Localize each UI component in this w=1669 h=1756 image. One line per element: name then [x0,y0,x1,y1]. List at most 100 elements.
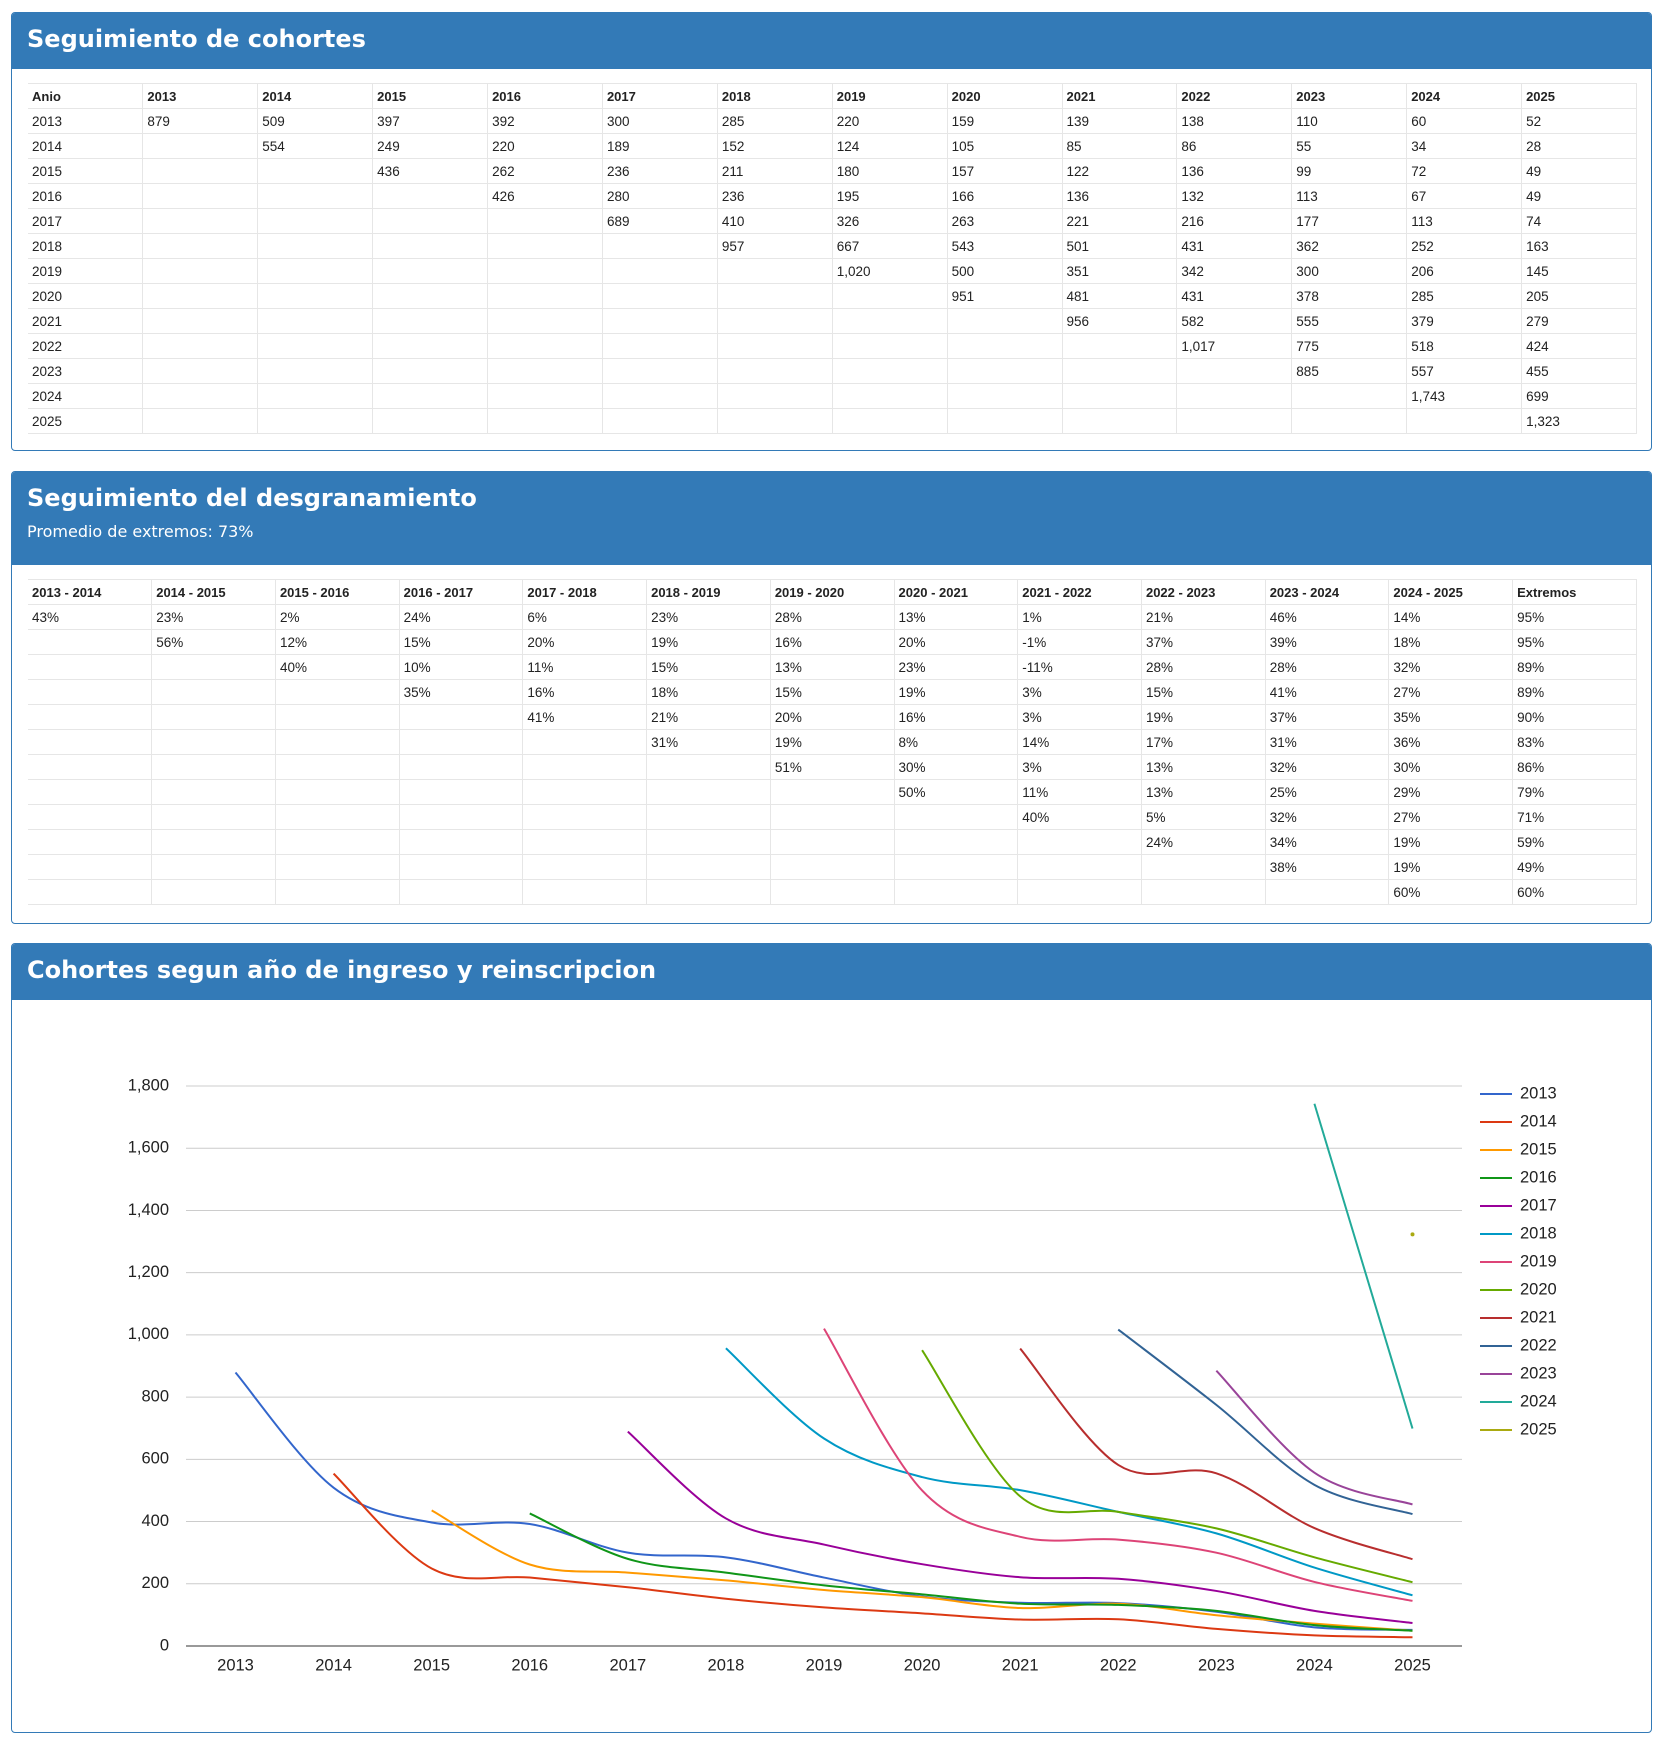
table-cell: 20% [894,629,1019,655]
table-cell: 86% [1512,754,1637,780]
table-cell [894,854,1019,880]
table-cell: 89% [1512,654,1637,680]
column-header: 2020 [947,83,1063,109]
table-cell [1141,879,1266,905]
y-tick-label: 200 [141,1574,169,1592]
table-cell: 39% [1265,629,1390,655]
table-cell [717,408,833,434]
table-cell [522,829,648,855]
table-cell: 124 [832,133,948,159]
legend-label: 2016 [1520,1168,1557,1186]
table-row: 60% 60% [28,879,1637,905]
table-cell [487,283,603,309]
x-tick-label: 2018 [708,1656,745,1674]
table-cell: 18% [646,679,771,705]
table-row: 2014 554 249 220 189 152 124 105 85 86 55 34 28 [28,133,1637,159]
y-tick-label: 0 [160,1636,169,1654]
table-cell: 436 [372,158,489,184]
table-cell [399,854,524,880]
table-cell: 689 [602,208,718,234]
table-cell: 3% [1017,679,1142,705]
table-row: 51% 30% 3% 13% 32% 30% 86% [28,754,1637,780]
table-cell [894,879,1019,905]
table-cell [947,308,1063,334]
table-row: 43% 23% 2% 24% 6% 23% 28% 13% 1% 21% 46% 14% 95% [28,604,1637,630]
table-cell [142,333,259,359]
table-cell: 775 [1291,333,1408,359]
table-cell: 35% [1388,704,1514,730]
table-cell [275,804,400,830]
column-header: 2014 - 2015 [151,579,276,605]
column-header: 2016 - 2017 [399,579,524,605]
column-header: 2018 - 2019 [646,579,771,605]
table-cell: 50% [894,779,1019,805]
table-cell: 13% [894,604,1019,630]
table-cell: 51% [770,754,895,780]
table-cell [947,383,1063,409]
table-cell [717,333,833,359]
panel-title: Seguimiento del desgranamiento [27,484,477,512]
table-cell [275,879,400,905]
table-cell: 23% [151,604,276,630]
table-cell: 72 [1406,158,1523,184]
table-cell [275,829,400,855]
table-cell [717,258,833,284]
table-cell [151,754,276,780]
table-cell [1291,383,1408,409]
table-cell [372,308,489,334]
column-header: Extremos [1512,579,1637,605]
table-cell: 431 [1176,283,1293,309]
table-cell [28,704,153,730]
table-cell: 29% [1388,779,1514,805]
table-cell: 16% [522,679,648,705]
x-tick-label: 2021 [1002,1656,1039,1674]
table-cell: 481 [1062,283,1178,309]
table-cell: 15% [399,629,524,655]
table-cell [372,408,489,434]
table-cell: 410 [717,208,833,234]
table-cell: 221 [1062,208,1178,234]
table-cell: 2014 [28,133,144,159]
table-cell: 86 [1176,133,1293,159]
table-cell: 285 [1406,283,1523,309]
table-cell: 152 [717,133,833,159]
table-cell [151,729,276,755]
table-cell [257,208,374,234]
column-header: Anio [28,83,144,109]
panel-title: Seguimiento de cohortes [27,25,366,53]
table-cell: 326 [832,208,948,234]
table-cell: 2% [275,604,400,630]
table-cell: 951 [947,283,1063,309]
table-cell: 1,743 [1406,383,1523,409]
table-cell: 262 [487,158,603,184]
table-cell: 37% [1265,704,1390,730]
table-cell [522,779,648,805]
column-header: 2019 - 2020 [770,579,895,605]
table-cell: 49 [1521,158,1637,184]
table-cell [28,854,153,880]
panel-subtitle: Promedio de extremos: 73% [27,522,254,541]
table-cell: 501 [1062,233,1178,259]
x-tick-label: 2017 [609,1656,646,1674]
table-cell: 136 [1176,158,1293,184]
table-cell: 19% [770,729,895,755]
table-cell [142,183,259,209]
table-cell: 24% [399,604,524,630]
table-cell [142,158,259,184]
column-header: 2023 - 2024 [1265,579,1390,605]
table-cell: 236 [717,183,833,209]
table-cell [1062,333,1178,359]
table-cell [522,854,648,880]
table-cell: 1,323 [1521,408,1637,434]
table-cell [151,779,276,805]
table-cell: 41% [522,704,648,730]
table-cell [151,679,276,705]
table-cell: 249 [372,133,489,159]
table-cell [832,283,948,309]
table-row: 2018 957 667 543 501 431 362 252 163 [28,233,1637,259]
table-cell [602,408,718,434]
legend-label: 2022 [1520,1336,1557,1354]
chart: 0 200 400 600 800 1,000 1,200 1,400 1,600 1,800 20… [128,1076,1557,1674]
table-cell: 138 [1176,108,1293,134]
table-cell [832,358,948,384]
